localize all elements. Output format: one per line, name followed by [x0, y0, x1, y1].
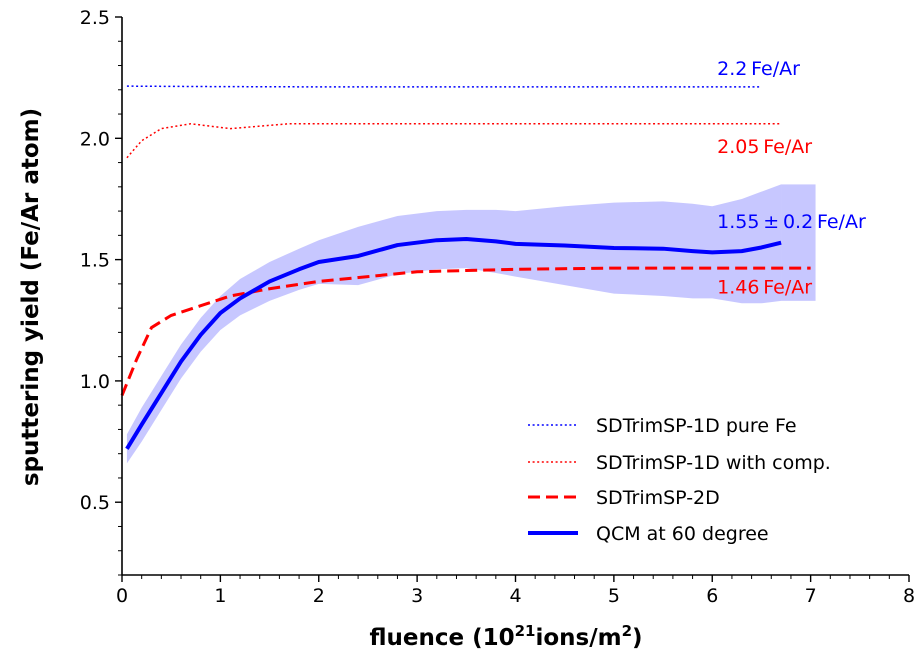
legend-label: SDTrimSP-1D pure Fe [596, 415, 797, 437]
series-line-1 [126, 85, 762, 88]
annotations: 2.2 Fe/Ar 2.05 Fe/Ar 1.55 ± 0.2 Fe/Ar 1.46 … [717, 58, 866, 298]
legend-label: SDTrimSP-1D with comp. [596, 452, 831, 474]
uncertainty-band [126, 184, 782, 464]
x-axis-title: fluence (1021ions/m2) [369, 622, 642, 651]
x-tick-label: 2 [313, 585, 325, 607]
plot-area [120, 85, 816, 464]
axes: 0 1 2 3 4 5 6 7 8 0.5 1.0 1.5 2.0 2.5 [80, 7, 915, 607]
value-annotation: 1.55 ± 0.2 Fe/Ar [717, 211, 866, 233]
series-line-2 [126, 123, 782, 159]
x-tick-label: 3 [411, 585, 423, 607]
legend-label: QCM at 60 degree [596, 523, 769, 545]
value-annotation: 2.05 Fe/Ar [717, 136, 812, 158]
value-annotation: 1.46 Fe/Ar [717, 277, 812, 299]
value-annotation: 2.2 Fe/Ar [717, 58, 800, 80]
y-axis-title: sputtering yield (Fe/Ar atom) [18, 108, 44, 486]
x-tick-label: 0 [116, 585, 128, 607]
x-tick-label: 6 [706, 585, 718, 607]
y-tick-label: 0.5 [80, 492, 110, 514]
y-tick-label: 2.0 [80, 128, 110, 150]
y-tick-label: 1.5 [80, 250, 110, 272]
series-line-3 [120, 266, 811, 397]
legend: SDTrimSP-1D pure Fe SDTrimSP-1D with comp… [528, 415, 831, 545]
y-tick-label: 1.0 [80, 371, 110, 393]
x-tick-label: 7 [805, 585, 817, 607]
y-tick-label: 2.5 [80, 7, 110, 29]
x-tick-label: 5 [608, 585, 620, 607]
uncertainty-band-extension [781, 184, 816, 301]
x-tick-label: 4 [509, 585, 521, 607]
x-tick-label: 1 [214, 585, 226, 607]
legend-label: SDTrimSP-2D [596, 487, 720, 509]
series-line-4 [125, 236, 782, 450]
x-tick-label: 8 [903, 585, 915, 607]
